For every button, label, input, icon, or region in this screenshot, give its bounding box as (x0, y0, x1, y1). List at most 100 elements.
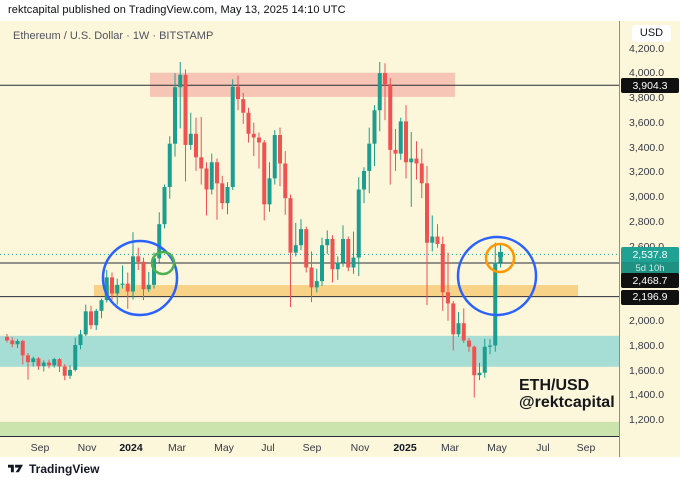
candle-down (383, 73, 387, 85)
price-tick-label: 3,000.0 (629, 191, 665, 204)
blue-circle-right (456, 235, 538, 317)
tradingview-link[interactable]: TradingView (8, 461, 99, 476)
candle-down (262, 142, 267, 205)
candle-up (83, 311, 88, 335)
candle-up (335, 262, 340, 270)
candle-down (89, 311, 93, 326)
candle-down (183, 74, 188, 145)
chart-watermark: ETH/USD @rektcapital (519, 377, 615, 411)
time-axis[interactable]: Sep Nov 2024 Mar May Jul Sep Nov 2025 Mar May Jul Se… (0, 436, 619, 458)
candle-down (141, 261, 146, 290)
chart-panel: Ethereum / U.S. Dollar · 1W · BITSTAMP E… (0, 21, 680, 457)
price-tick-label: 4,200.0 (629, 42, 665, 55)
candle-up (351, 257, 356, 268)
price-tick-label: 1,400.0 (629, 389, 665, 402)
tradingview-logo-icon (8, 464, 23, 473)
candle-down (346, 239, 351, 268)
candle-up (456, 323, 461, 335)
candle-up (320, 245, 324, 282)
candle-up (493, 262, 498, 346)
time-tick-year: 2025 (393, 442, 417, 454)
candle-up (267, 178, 272, 205)
candle-down (220, 183, 225, 204)
candle-up (15, 341, 20, 345)
candle-down (472, 346, 477, 376)
candle-up (377, 73, 382, 111)
price-tick-label: 4,000.0 (629, 67, 665, 80)
green-lower-zone (0, 421, 619, 436)
candle-up (31, 358, 36, 363)
watermark-handle: @rektcapital (519, 394, 615, 411)
candle-up (409, 158, 414, 163)
price-chart-canvas[interactable] (0, 21, 619, 436)
candle-up (173, 87, 177, 144)
time-tick-month: Sep (576, 442, 596, 454)
footer-bar: TradingView (0, 457, 680, 481)
time-tick-month: May (214, 442, 234, 454)
candle-up (314, 281, 319, 288)
candle-up (209, 162, 214, 190)
candle-down (467, 340, 471, 347)
candle-down (204, 168, 209, 190)
candle-down (404, 121, 408, 163)
price-tick-label: 2,000.0 (629, 314, 665, 327)
candle-down (215, 162, 219, 184)
candle-up (299, 229, 303, 246)
attribution-bar: rektcapital published on TradingView.com… (0, 0, 680, 21)
candle-up (162, 187, 167, 225)
candle-down (388, 84, 393, 150)
candle-down (425, 183, 429, 243)
candle-up (230, 86, 235, 188)
price-axis[interactable]: USD 3,904.3 2,537.8 5d 10h 2,468.7 2,196… (619, 21, 680, 457)
candle-down (309, 267, 314, 288)
candle-up (367, 143, 372, 171)
candle-up (356, 189, 361, 258)
orange-support-zone (94, 285, 578, 297)
candle-down (435, 236, 440, 244)
currency-button[interactable]: USD (632, 25, 671, 42)
blue-circle-left (101, 239, 179, 317)
candle-up (482, 346, 487, 373)
candle-up (120, 283, 125, 285)
price-tick-label: 1,200.0 (629, 414, 665, 427)
candle-down (136, 256, 141, 262)
candle-up (104, 277, 109, 301)
orange-circle (484, 242, 516, 274)
candle-down (194, 133, 198, 158)
candle-up (325, 239, 330, 246)
candle-down (110, 277, 114, 294)
candle-down (278, 135, 282, 164)
candle-down (199, 157, 204, 169)
last-price-value: 2,537.8 (632, 248, 668, 261)
candle-up (178, 74, 183, 88)
time-tick-month: Sep (30, 442, 50, 454)
candle-down (251, 133, 256, 138)
green-circle (150, 250, 176, 276)
candle-up (488, 345, 492, 347)
candle-down (283, 163, 288, 199)
candle-down (288, 198, 293, 253)
watermark-symbol: ETH/USD (519, 377, 590, 394)
candle-up (146, 284, 151, 290)
candle-up (78, 334, 83, 346)
price-label-support-lower: 2,196.9 (621, 289, 679, 305)
candle-down (257, 137, 261, 143)
teal-demand-zone (0, 335, 619, 367)
time-tick-month: Mar (440, 442, 460, 454)
last-price-marker (498, 251, 503, 257)
candle-down (236, 86, 240, 100)
candle-up (115, 284, 120, 294)
candle-down (5, 336, 9, 341)
price-tick-label: 1,800.0 (629, 339, 665, 352)
candle-down (57, 359, 62, 367)
candle-down (36, 358, 41, 367)
price-tick-label: 2,800.0 (629, 215, 665, 228)
price-tick-label: 3,400.0 (629, 141, 665, 154)
candle-up (52, 359, 57, 366)
price-tick-label: 3,600.0 (629, 116, 665, 129)
candle-up (430, 236, 435, 243)
candle-down (241, 99, 246, 113)
price-label-resistance: 3,904.3 (621, 78, 679, 94)
candle-up (362, 170, 366, 190)
time-tick-month: Mar (167, 442, 187, 454)
